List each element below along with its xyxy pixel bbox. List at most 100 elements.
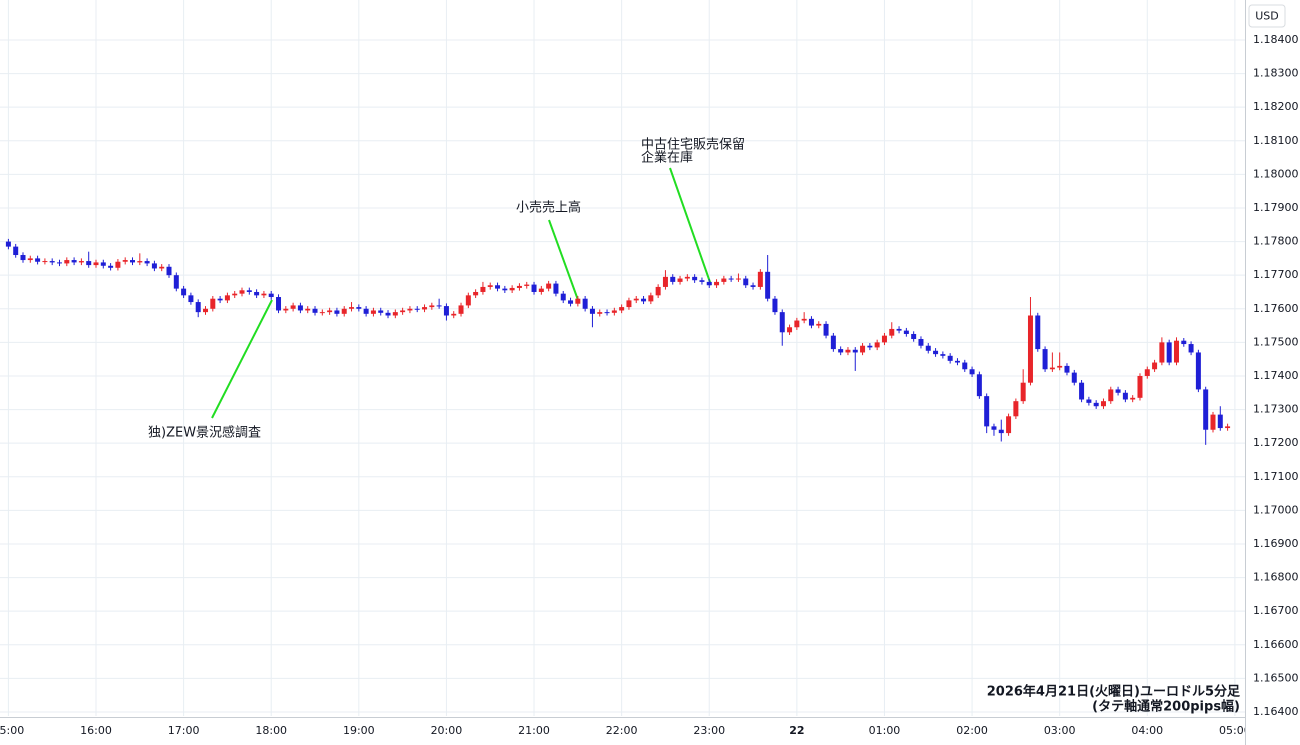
x-tick-label: 16:00 [80,724,112,737]
y-tick-label: 1.17600 [1253,302,1299,315]
candle-body [808,318,814,326]
y-tick-label: 1.16500 [1253,671,1299,684]
candle-body [933,350,939,355]
candle-body [881,335,887,343]
candle-body [356,307,362,309]
candle-body [1144,369,1150,376]
candle-body [954,360,960,363]
candle-body [414,308,420,310]
candle-body [721,278,727,282]
candle-body [363,308,369,314]
candle-body [735,278,741,280]
candle-body [35,258,41,262]
candle-body [56,262,62,264]
candle-body [480,286,486,292]
candle-body [1159,342,1165,363]
candle-body [173,275,179,289]
candle-body [100,262,106,266]
candle-body [619,307,625,311]
candle-body [159,266,165,269]
candle-body [903,330,909,334]
candle-body [852,349,858,353]
candle-body [465,295,471,306]
candle-body [349,307,355,309]
candle-body [378,310,384,313]
candle-body [93,262,99,266]
candle-body [290,305,296,309]
candle-body [422,307,428,310]
candle-body [1035,315,1041,350]
candle-body [911,333,917,340]
candle-body [1108,389,1114,402]
candle-body [1100,401,1106,407]
candle-body [13,246,19,256]
candle-body [516,285,522,288]
annotation-text: 独)ZEW景況感調査 [148,425,261,441]
candle-body [714,281,720,286]
candle-body [400,310,406,313]
candle-body [969,369,975,375]
candle-body [1210,414,1216,430]
candle-body [436,305,442,307]
candle-body [64,260,70,264]
chart-note: 2026年4月21日(火曜日)ユーロドル5分足 [987,684,1241,700]
candle-body [1027,315,1033,383]
candle-body [502,288,508,291]
x-tick-label: 22 [789,724,804,737]
x-tick-label: 21:00 [518,724,550,737]
candle-body [1086,399,1092,403]
candle-body [611,310,617,313]
candle-body [181,288,187,296]
candle-body [648,295,654,302]
candle-body [641,298,647,302]
candle-body [830,335,836,350]
y-tick-label: 1.16800 [1253,571,1299,584]
candle-body [27,258,33,261]
candle-body [728,278,734,280]
candle-body [1049,367,1055,370]
candle-body [1122,392,1128,400]
candles [5,238,1231,445]
candle-body [1166,342,1172,363]
y-tick-label: 1.17100 [1253,470,1299,483]
candle-body [524,284,530,286]
candle-body [137,261,143,263]
x-tick-label: 19:00 [343,724,375,737]
candle-body [1217,414,1223,429]
candle-body [845,349,851,353]
y-tick-label: 1.17900 [1253,201,1299,214]
candle-body [940,354,946,356]
candle-body [341,308,347,314]
y-tick-label: 1.17000 [1253,503,1299,516]
candle-body [962,362,968,370]
candle-body [750,285,756,287]
candle-body [779,312,785,333]
candle-body [473,291,479,296]
candle-body [1006,416,1012,434]
y-tick-label: 1.16900 [1253,537,1299,550]
candle-body [20,255,26,261]
candle-body [392,312,398,316]
x-tick-label: 23:00 [693,724,725,737]
candle-body [239,290,245,294]
candle-body [604,312,610,314]
candle-body [385,312,391,316]
candle-body [925,345,931,351]
candle-body [144,261,150,264]
candle-body [370,310,376,314]
candle-body [130,260,136,263]
candle-body [860,345,866,353]
candle-body [451,313,457,316]
y-tick-label: 1.17800 [1253,235,1299,248]
candle-body [1042,349,1048,370]
candle-body [108,265,114,268]
candle-body [538,288,544,292]
candle-body [984,396,990,427]
candle-body [407,308,413,311]
candle-body [122,260,128,262]
y-tick-label: 1.17700 [1253,268,1299,281]
candle-body [765,271,771,299]
candle-body [801,318,807,321]
